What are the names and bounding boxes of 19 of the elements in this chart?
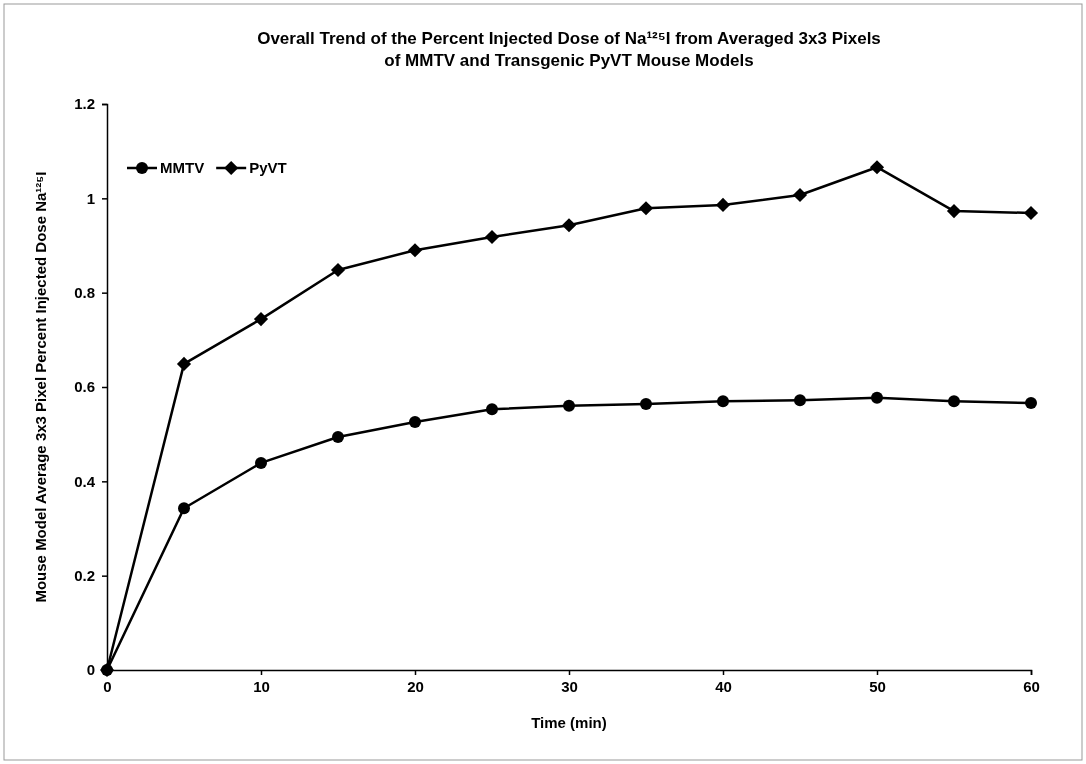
x-tick-label: 50 — [869, 677, 886, 695]
y-tick-label: 0.8 — [74, 283, 95, 301]
x-tick-label: 60 — [1023, 677, 1040, 695]
legend-label: MMTV — [160, 159, 205, 176]
y-tick-label: 1 — [86, 189, 95, 207]
x-tick-label: 40 — [715, 677, 732, 695]
y-tick-label: 0 — [86, 661, 95, 679]
legend-label: PyVT — [249, 159, 287, 176]
y-tick-label: 0.4 — [74, 472, 96, 490]
chart-title: Overall Trend of the Percent Injected Dose of Na¹²⁵I from Averaged 3x3 Pixels of MMTV and Transgenic PyVT Mouse Models — [257, 29, 881, 70]
x-tick-label: 20 — [407, 677, 424, 695]
x-tick-label: 10 — [253, 677, 270, 695]
y-tick-label: 0.6 — [74, 378, 95, 396]
x-axis-title: Time (min) — [531, 714, 607, 731]
y-tick-label: 1.2 — [74, 95, 95, 113]
y-axis-title: Mouse Model Average 3x3 Pixel Percent Injected Dose Na¹²⁵I — [32, 171, 49, 603]
x-tick-label: 30 — [561, 677, 578, 695]
y-tick-label: 0.2 — [74, 566, 95, 584]
x-tick-label: 0 — [103, 677, 112, 695]
